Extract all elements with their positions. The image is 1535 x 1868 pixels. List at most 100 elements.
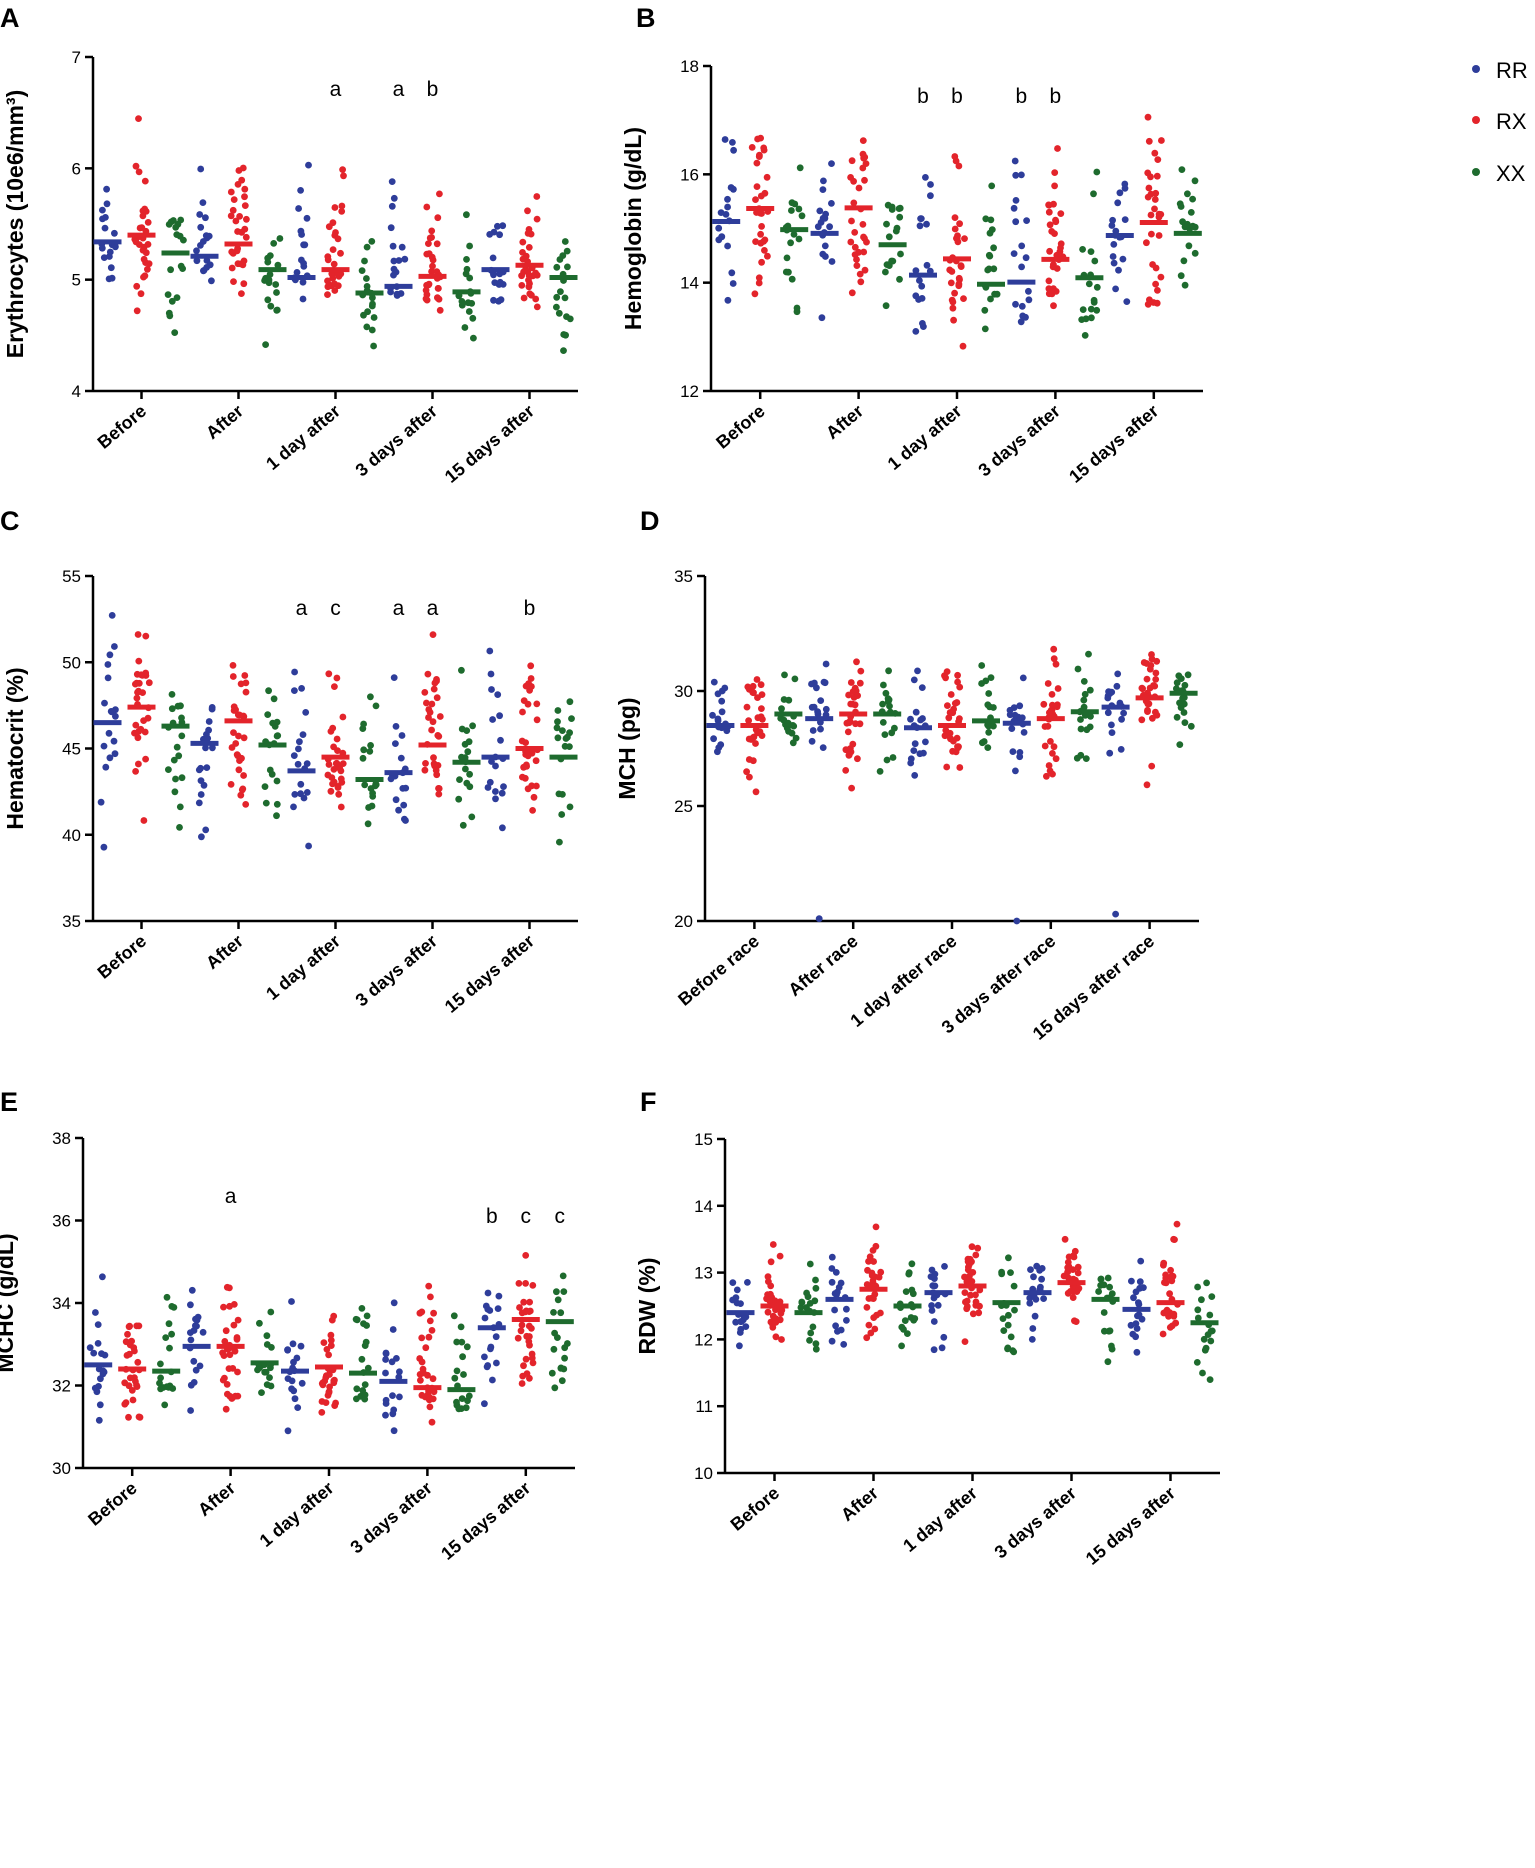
point-b-xx-3-5 [1081,332,1089,339]
point-b-xx-4-17 [1189,222,1197,230]
point-e-rr-2-4 [298,1379,306,1387]
point-c-rr-4-6 [488,686,495,693]
point-e-rx-1-20 [221,1338,229,1345]
point-f-xx-1-7 [898,1342,905,1350]
point-b-rr-2-1 [916,277,923,284]
point-f-xx-4-17 [1194,1283,1201,1291]
point-c-xx-1-14 [269,719,277,727]
point-a-rr-1-5 [193,247,200,255]
point-a-rr-1-2 [202,214,209,222]
point-b-rr-1-10 [821,242,829,250]
y-tick-b-1: 14 [680,274,699,293]
point-b-rr-3-17 [1012,197,1020,204]
point-d-rr-4-14 [1106,749,1114,757]
point-c-xx-2-11 [372,781,380,789]
panel-letter-b: B [636,3,656,33]
point-b-rx-1-29 [851,243,859,251]
point-a-rx-4-25 [527,230,535,238]
point-b-rx-1-4 [848,289,856,297]
point-f-rx-1-15 [870,1258,877,1265]
point-f-rx-4-24 [1173,1220,1181,1228]
point-c-xx-3-9 [462,765,469,773]
point-a-rr-3-2 [401,255,409,263]
point-a-rx-2-16 [331,204,339,211]
point-e-rx-3-10 [418,1391,426,1399]
point-a-xx-2-16 [363,323,371,331]
point-b-rx-2-22 [952,157,960,165]
point-f-rr-0-10 [738,1318,745,1325]
point-f-rx-1-29 [877,1268,885,1276]
point-f-xx-4-4 [1208,1293,1216,1300]
point-f-xx-1-8 [901,1317,909,1324]
point-b-rx-2-29 [951,214,959,222]
point-b-xx-3-14 [1088,314,1095,322]
point-b-xx-3-8 [1079,306,1087,313]
point-b-rr-3-5 [1012,171,1020,179]
point-b-rr-0-6 [724,242,731,250]
point-a-xx-4-8 [563,313,570,320]
point-e-rx-0-10 [125,1413,132,1421]
x-tick-b-4: 15 days after [1065,401,1162,487]
point-c-rr-2-10 [299,731,307,738]
point-f-rx-0-22 [767,1282,775,1290]
point-d-rr-3-3 [1009,748,1017,755]
point-c-xx-3-14 [464,748,472,756]
point-e-xx-2-1 [363,1312,371,1320]
point-d-rr-4-13 [1117,746,1125,753]
point-a-rx-0-4 [135,115,142,122]
point-f-rr-1-9 [834,1328,841,1335]
point-c-rx-2-23 [329,724,337,732]
point-b-xx-3-16 [1090,190,1097,198]
point-c-rx-3-23 [428,726,435,734]
point-f-rx-2-5 [976,1302,983,1310]
point-c-rr-3-13 [402,817,409,824]
point-e-rx-0-25 [128,1387,136,1394]
point-a-rx-3-14 [423,250,431,258]
point-a-xx-0-5 [173,294,181,301]
point-f-rx-1-20 [870,1295,877,1302]
point-a-rr-4-15 [499,222,507,230]
point-c-rr-1-3 [202,744,209,752]
point-f-rr-2-10 [930,1346,938,1354]
point-b-xx-3-6 [1090,298,1098,306]
point-c-rr-4-16 [492,795,499,803]
point-f-rx-3-22 [1069,1294,1077,1301]
point-a-xx-1-5 [276,235,284,242]
point-d-xx-3-7 [1074,665,1082,673]
point-c-rr-3-3 [395,806,402,814]
point-f-xx-2-7 [1010,1282,1018,1290]
point-a-rx-4-15 [526,290,534,298]
point-f-xx-1-13 [908,1286,916,1294]
point-e-rr-3-6 [388,1358,396,1366]
point-c-rx-2-6 [339,713,347,721]
point-f-rr-4-16 [1135,1299,1142,1306]
point-c-rx-0-17 [137,671,145,679]
point-b-xx-1-15 [892,227,900,235]
point-b-rr-0-3 [729,139,736,146]
point-a-rx-3-13 [428,253,436,261]
point-f-rr-2-3 [928,1307,936,1314]
point-e-rx-0-27 [128,1337,136,1345]
point-f-xx-4-6 [1206,1311,1214,1319]
point-c-rx-2-25 [325,670,333,678]
point-b-xx-4-12 [1189,195,1196,203]
y-tick-f-4: 14 [694,1197,713,1216]
point-c-rr-3-4 [390,674,398,681]
point-a-xx-1-0 [267,302,275,310]
point-a-xx-2-14 [369,300,376,308]
point-e-rx-4-25 [522,1355,530,1363]
point-e-xx-4-12 [554,1296,562,1304]
point-a-rx-1-4 [242,233,250,241]
point-a-rx-2-21 [334,235,342,243]
point-d-rr-3-12 [1008,725,1016,732]
point-c-rx-0-7 [133,694,141,702]
point-f-rr-3-16 [1032,1296,1040,1303]
point-d-rx-1-23 [842,767,850,774]
point-d-rx-0-7 [753,676,761,683]
point-e-rr-0-8 [92,1309,99,1316]
point-a-xx-1-8 [262,341,269,348]
point-c-rx-4-12 [527,675,535,682]
point-d-rx-4-8 [1146,665,1154,673]
point-a-rx-1-24 [229,206,237,214]
sig-letter-b-0: b [917,85,929,108]
